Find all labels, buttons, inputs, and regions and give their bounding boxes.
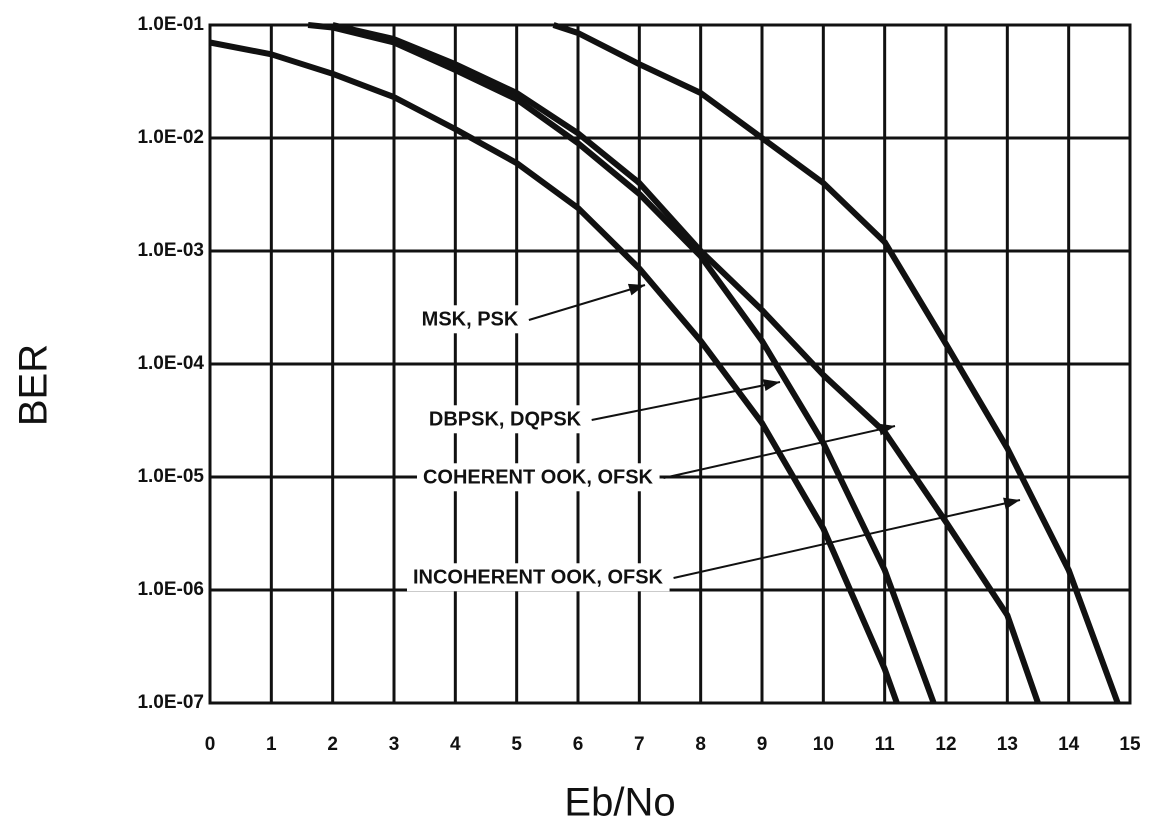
x-tick-label: 2 <box>327 734 338 755</box>
annotation: DBPSK, DQPSK <box>423 379 780 433</box>
arrow-head <box>628 284 645 295</box>
series-label: INCOHERENT OOK, OFSK <box>413 566 664 588</box>
x-tick-label: 14 <box>1058 734 1080 755</box>
annotation: INCOHERENT OOK, OFSK <box>407 498 1020 592</box>
x-tick-label: 11 <box>875 734 896 755</box>
y-axis-title: BER <box>12 344 56 426</box>
y-tick-label: 1.0E-02 <box>137 127 204 148</box>
x-tick-label: 9 <box>757 734 768 755</box>
y-tick-label: 1.0E-03 <box>137 240 204 261</box>
grid <box>210 25 1130 703</box>
y-tick-label: 1.0E-04 <box>137 353 204 374</box>
arrow-head <box>763 379 780 391</box>
annotation: MSK, PSK <box>416 284 645 333</box>
x-tick-label: 13 <box>997 734 1018 755</box>
arrow-line <box>664 426 895 478</box>
x-tick-label: 1 <box>266 734 277 755</box>
x-tick-label: 3 <box>389 734 400 755</box>
x-tick-label: 15 <box>1119 734 1141 755</box>
series-label: COHERENT OOK, OFSK <box>423 466 654 488</box>
arrow-line <box>674 500 1020 578</box>
x-tick-label: 6 <box>573 734 584 755</box>
arrow-line <box>529 285 645 320</box>
y-tick-label: 1.0E-07 <box>137 692 204 713</box>
series-label: MSK, PSK <box>422 308 519 330</box>
x-tick-label: 0 <box>205 734 216 755</box>
series-line <box>210 43 897 704</box>
arrow-head <box>1003 498 1020 510</box>
x-tick-label: 12 <box>935 734 956 755</box>
x-axis-title: Eb/No <box>564 781 675 825</box>
y-tick-label: 1.0E-01 <box>137 14 204 35</box>
x-tick-label: 8 <box>695 734 706 755</box>
chart: Eb/No BER 01234567891011121314151.0E-071… <box>0 0 1160 836</box>
x-tick-label: 4 <box>450 734 461 755</box>
x-tick-label: 7 <box>634 734 645 755</box>
y-tick-label: 1.0E-05 <box>137 466 204 487</box>
x-tick-label: 10 <box>813 734 834 755</box>
series-label: DBPSK, DQPSK <box>429 408 582 430</box>
y-tick-label: 1.0E-06 <box>137 579 204 600</box>
x-tick-label: 5 <box>511 734 522 755</box>
